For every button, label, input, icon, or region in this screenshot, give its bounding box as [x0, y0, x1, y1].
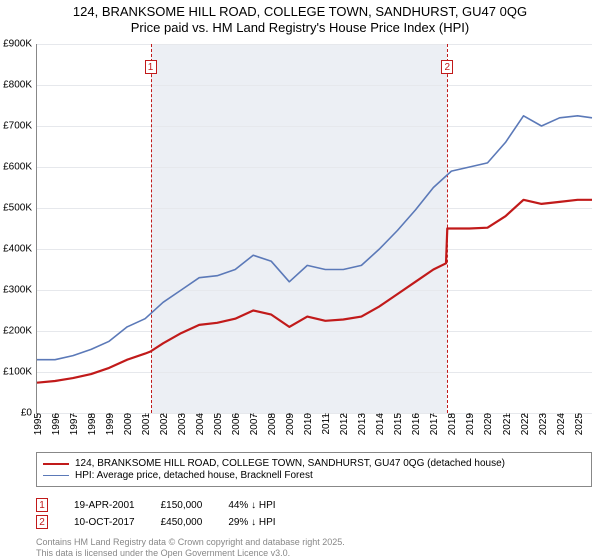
x-axis-label: 2019 — [465, 413, 476, 435]
x-axis-label: 2023 — [538, 413, 549, 435]
x-axis-label: 2004 — [195, 413, 206, 435]
plot-area: £0£100K£200K£300K£400K£500K£600K£700K£80… — [36, 44, 592, 414]
x-axis-label: 2007 — [249, 413, 260, 435]
legend-swatch — [43, 475, 69, 476]
x-axis-label: 2013 — [357, 413, 368, 435]
table-row: 1 19-APR-2001 £150,000 44% ↓ HPI — [36, 498, 592, 512]
x-axis-label: 1999 — [105, 413, 116, 435]
x-axis-label: 2021 — [502, 413, 513, 435]
x-axis-label: 1998 — [87, 413, 98, 435]
table-row: 2 10-OCT-2017 £450,000 29% ↓ HPI — [36, 515, 592, 529]
x-axis-label: 2020 — [483, 413, 494, 435]
x-axis-label: 1995 — [33, 413, 44, 435]
x-axis-label: 2001 — [141, 413, 152, 435]
series-hpi — [37, 116, 592, 360]
chart-title: 124, BRANKSOME HILL ROAD, COLLEGE TOWN, … — [0, 0, 600, 37]
x-axis-label: 2022 — [520, 413, 531, 435]
x-axis-label: 2002 — [159, 413, 170, 435]
sale-delta: 29% ↓ HPI — [228, 517, 275, 528]
x-axis-label: 1997 — [69, 413, 80, 435]
legend-item: HPI: Average price, detached house, Brac… — [43, 470, 585, 481]
x-axis-label: 2012 — [339, 413, 350, 435]
x-axis-label: 2003 — [177, 413, 188, 435]
sale-delta: 44% ↓ HPI — [228, 500, 275, 511]
footer-line-2: This data is licensed under the Open Gov… — [36, 548, 345, 558]
sale-price: £150,000 — [161, 500, 203, 511]
legend-label: HPI: Average price, detached house, Brac… — [75, 470, 313, 481]
y-axis-label: £600K — [0, 162, 32, 173]
y-axis-label: £300K — [0, 285, 32, 296]
legend-label: 124, BRANKSOME HILL ROAD, COLLEGE TOWN, … — [75, 458, 505, 469]
x-axis-label: 1996 — [51, 413, 62, 435]
x-axis-label: 2005 — [213, 413, 224, 435]
x-axis-label: 2006 — [231, 413, 242, 435]
footer-line-1: Contains HM Land Registry data © Crown c… — [36, 537, 345, 547]
x-axis-label: 2015 — [393, 413, 404, 435]
y-axis-label: £700K — [0, 121, 32, 132]
sale-date: 19-APR-2001 — [74, 500, 135, 511]
y-axis-label: £400K — [0, 244, 32, 255]
y-axis-label: £100K — [0, 367, 32, 378]
x-axis-label: 2000 — [123, 413, 134, 435]
series-price_paid — [37, 200, 592, 383]
x-axis-label: 2010 — [303, 413, 314, 435]
sale-price: £450,000 — [161, 517, 203, 528]
x-axis-label: 2014 — [375, 413, 386, 435]
x-axis-label: 2016 — [411, 413, 422, 435]
footer: Contains HM Land Registry data © Crown c… — [36, 537, 345, 558]
y-axis-label: £0 — [0, 408, 32, 419]
sale-marker-icon: 1 — [36, 498, 48, 512]
x-axis-label: 2008 — [267, 413, 278, 435]
x-axis-label: 2025 — [574, 413, 585, 435]
legend-item: 124, BRANKSOME HILL ROAD, COLLEGE TOWN, … — [43, 458, 585, 469]
title-line-2: Price paid vs. HM Land Registry's House … — [0, 20, 600, 36]
x-axis-label: 2018 — [447, 413, 458, 435]
x-axis-label: 2009 — [285, 413, 296, 435]
sale-date: 10-OCT-2017 — [74, 517, 135, 528]
legend: 124, BRANKSOME HILL ROAD, COLLEGE TOWN, … — [36, 452, 592, 487]
y-axis-label: £800K — [0, 80, 32, 91]
x-axis-label: 2024 — [556, 413, 567, 435]
x-axis-label: 2011 — [321, 413, 332, 435]
series-svg — [37, 44, 592, 413]
sale-marker-icon: 2 — [36, 515, 48, 529]
y-axis-label: £500K — [0, 203, 32, 214]
y-axis-label: £900K — [0, 39, 32, 50]
legend-swatch — [43, 463, 69, 465]
chart-container: 124, BRANKSOME HILL ROAD, COLLEGE TOWN, … — [0, 0, 600, 560]
sales-table: 1 19-APR-2001 £150,000 44% ↓ HPI 2 10-OC… — [36, 495, 592, 532]
title-line-1: 124, BRANKSOME HILL ROAD, COLLEGE TOWN, … — [0, 4, 600, 20]
x-axis-label: 2017 — [429, 413, 440, 435]
y-axis-label: £200K — [0, 326, 32, 337]
